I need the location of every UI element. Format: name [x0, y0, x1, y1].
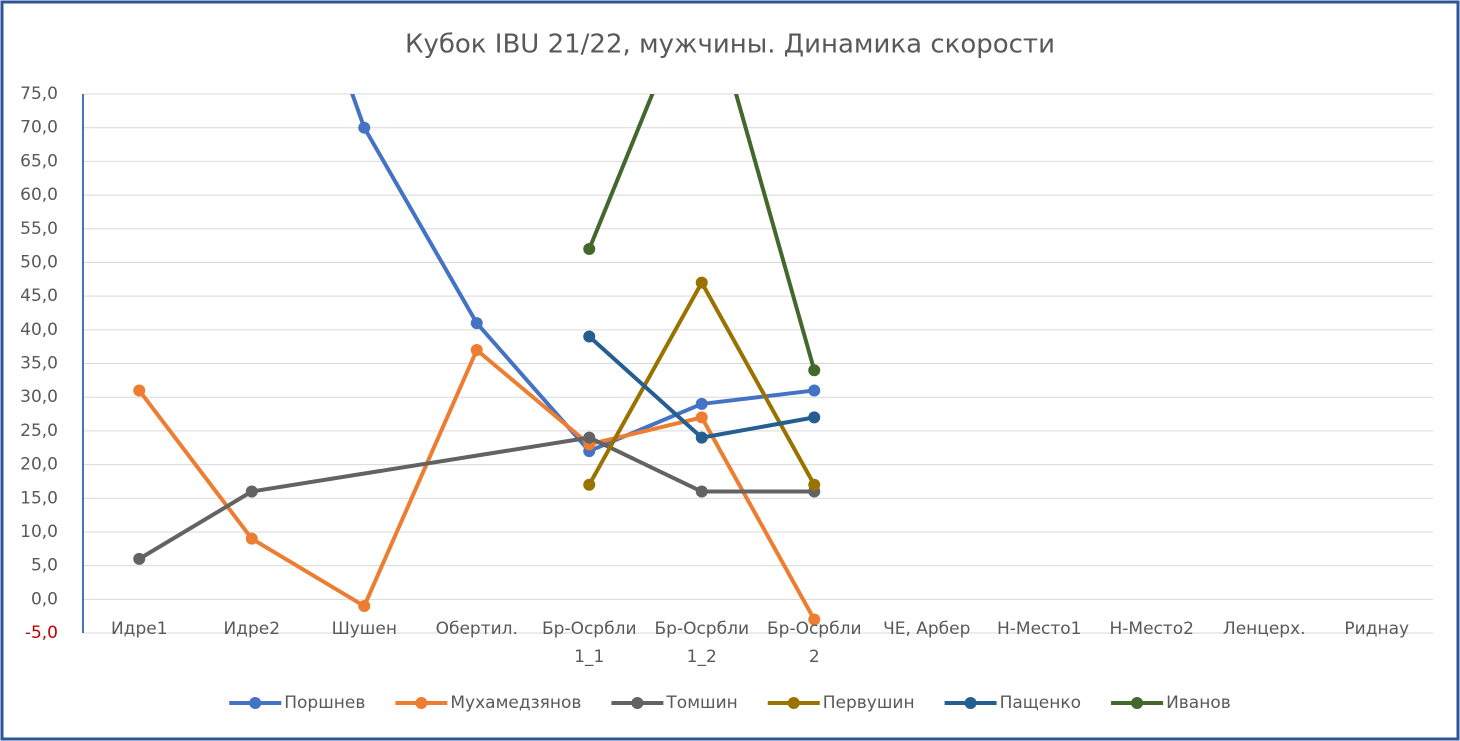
x-tick-label: Ленцерх. [1223, 619, 1306, 639]
legend-label: Поршнев [284, 693, 365, 713]
grid [83, 93, 1433, 634]
legend-label: Первушин [823, 693, 915, 713]
data-point [583, 330, 596, 343]
legend-marker [964, 697, 977, 709]
x-tick-label: Шушен [332, 619, 397, 639]
series-line [587, 94, 817, 371]
plot-area [133, 94, 821, 626]
y-tick-label: 75,0 [20, 84, 58, 104]
x-tick-label: Идре1 [111, 619, 168, 639]
legend-label: Пащенко [1000, 693, 1081, 713]
y-tick-label: 45,0 [20, 286, 58, 306]
legend-marker [631, 697, 644, 709]
x-tick-label: Бр-Осрбли 2 [767, 619, 862, 667]
x-tick-label: Н-Место2 [1109, 619, 1194, 639]
legend-marker [249, 697, 262, 709]
y-tick-label: 5,0 [31, 556, 58, 576]
legend-marker [415, 697, 428, 709]
legend-item: Поршнев [229, 693, 365, 713]
y-tick-label: 70,0 [20, 118, 58, 138]
legend-label: Иванов [1166, 693, 1231, 713]
y-tick-label: 55,0 [20, 219, 58, 239]
data-point [808, 411, 821, 424]
y-tick-label: -5,0 [25, 623, 58, 643]
legend-item: Иванов [1111, 693, 1231, 713]
data-point [583, 478, 596, 491]
data-point [358, 121, 371, 134]
y-tick-label: 60,0 [20, 185, 58, 205]
y-tick-label: 40,0 [20, 320, 58, 340]
data-point [470, 344, 483, 357]
series-line [350, 94, 815, 454]
legend-marker [1131, 697, 1144, 709]
x-tick-label: Бр-Осрбли 1_2 [654, 619, 749, 667]
y-tick-label: 30,0 [20, 387, 58, 407]
x-tick-label: Н-Место1 [997, 619, 1082, 639]
legend-label: Мухамедзянов [450, 693, 581, 713]
y-tick-label: 10,0 [20, 522, 58, 542]
data-point [470, 317, 483, 330]
data-point [358, 600, 371, 613]
legend-label: Томшин [665, 693, 737, 713]
y-tick-label: 65,0 [20, 151, 58, 171]
y-tick-label: 0,0 [31, 589, 58, 609]
x-tick-label: Идре2 [223, 619, 280, 639]
y-tick-label: 15,0 [20, 488, 58, 508]
y-tick-label: 50,0 [20, 252, 58, 272]
chart-title: Кубок IBU 21/22, мужчины. Динамика скоро… [405, 30, 1055, 60]
y-tick-label: 25,0 [20, 421, 58, 441]
data-point [808, 478, 821, 491]
legend-item: Пащенко [944, 693, 1081, 713]
data-point [133, 552, 146, 565]
legend: Поршнев Мухамедзянов Томшин Первушин Пащенко… [229, 693, 1231, 713]
legend-marker [787, 697, 800, 709]
y-tick-label: 20,0 [20, 455, 58, 475]
x-tick-label: Риднау [1344, 619, 1409, 639]
data-point [808, 613, 821, 626]
data-point [808, 384, 821, 397]
data-point [133, 384, 146, 397]
y-tick-label: 35,0 [20, 354, 58, 374]
data-point [695, 411, 708, 424]
x-tick-label: ЧЕ, Арбер [883, 619, 970, 639]
data-point [245, 485, 258, 498]
data-point [808, 364, 821, 377]
data-point [695, 485, 708, 498]
legend-item: Томшин [611, 693, 738, 713]
data-point [695, 431, 708, 444]
x-tick-label: Бр-Осрбли 1_1 [542, 619, 637, 667]
data-point [695, 276, 708, 289]
data-point [583, 242, 596, 255]
data-point [245, 532, 258, 545]
data-point [695, 397, 708, 410]
x-tick-label: Обертил. [436, 619, 518, 639]
legend-item: Мухамедзянов [395, 693, 581, 713]
legend-item: Первушин [767, 693, 915, 713]
data-point [583, 431, 596, 444]
